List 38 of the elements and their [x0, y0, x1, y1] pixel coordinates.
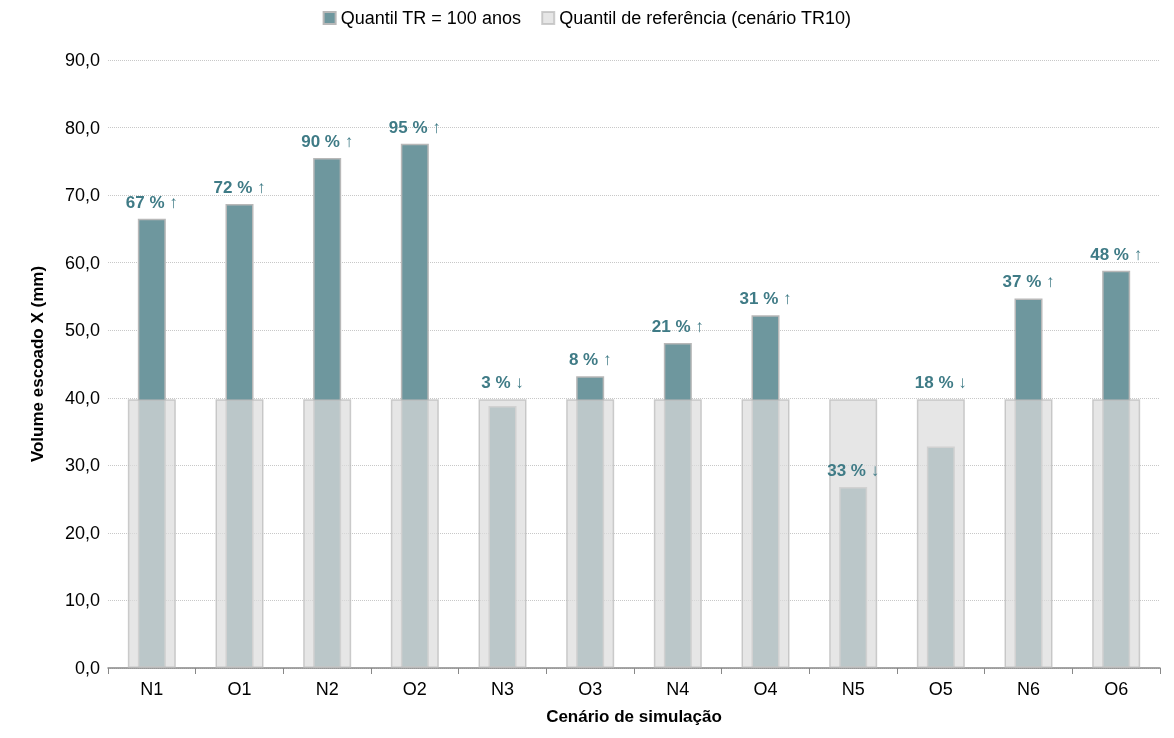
y-axis-title: Volume escoado X (mm)	[28, 265, 47, 463]
x-tick-label: N6	[1016, 679, 1041, 699]
annotation: 72 % ↑	[213, 177, 266, 197]
annotation: 67 % ↑	[125, 192, 178, 212]
annotation: 21 % ↑	[651, 317, 704, 337]
x-tick-label: N1	[140, 679, 164, 699]
annotation: 18 % ↓	[914, 373, 967, 393]
legend-label: Quantil TR = 100 anos	[340, 8, 521, 28]
x-tick-label: N4	[666, 679, 690, 699]
y-tick-label: 40,0	[64, 387, 100, 408]
annotation: 3 % ↓	[481, 373, 524, 393]
x-tick-label: N2	[315, 679, 339, 699]
legend-label: Quantil de referência (cenário TR10)	[559, 8, 852, 28]
annotation: 90 % ↑	[301, 131, 354, 151]
y-tick-label: 0,0	[74, 658, 100, 678]
x-tick-label: O4	[753, 679, 778, 699]
y-tick-label: 30,0	[64, 455, 100, 476]
y-tick-label: 80,0	[64, 117, 100, 138]
y-tick-label: 10,0	[64, 590, 100, 611]
annotation: 48 % ↑	[1090, 244, 1143, 264]
y-tick-label: 70,0	[64, 185, 100, 206]
x-tick-label: N3	[490, 679, 515, 699]
x-tick-label: O6	[1104, 679, 1129, 699]
annotation: 95 % ↑	[388, 117, 441, 137]
y-tick-label: 20,0	[64, 522, 100, 543]
x-tick-label: O2	[402, 679, 427, 699]
y-tick-label: 50,0	[64, 320, 100, 341]
x-axis-title: Cenário de simulação	[546, 707, 722, 726]
x-tick-label: O1	[227, 679, 252, 699]
x-tick-label: O3	[578, 679, 603, 699]
x-tick-label: O5	[928, 679, 953, 699]
annotation: 33 % ↓	[827, 460, 880, 480]
annotation: 8 % ↑	[568, 350, 612, 370]
x-tick-label: N5	[841, 679, 865, 699]
annotation: 31 % ↑	[739, 289, 792, 309]
y-tick-label: 90,0	[64, 50, 100, 70]
annotation: 37 % ↑	[1002, 272, 1055, 292]
y-tick-label: 60,0	[64, 252, 100, 273]
